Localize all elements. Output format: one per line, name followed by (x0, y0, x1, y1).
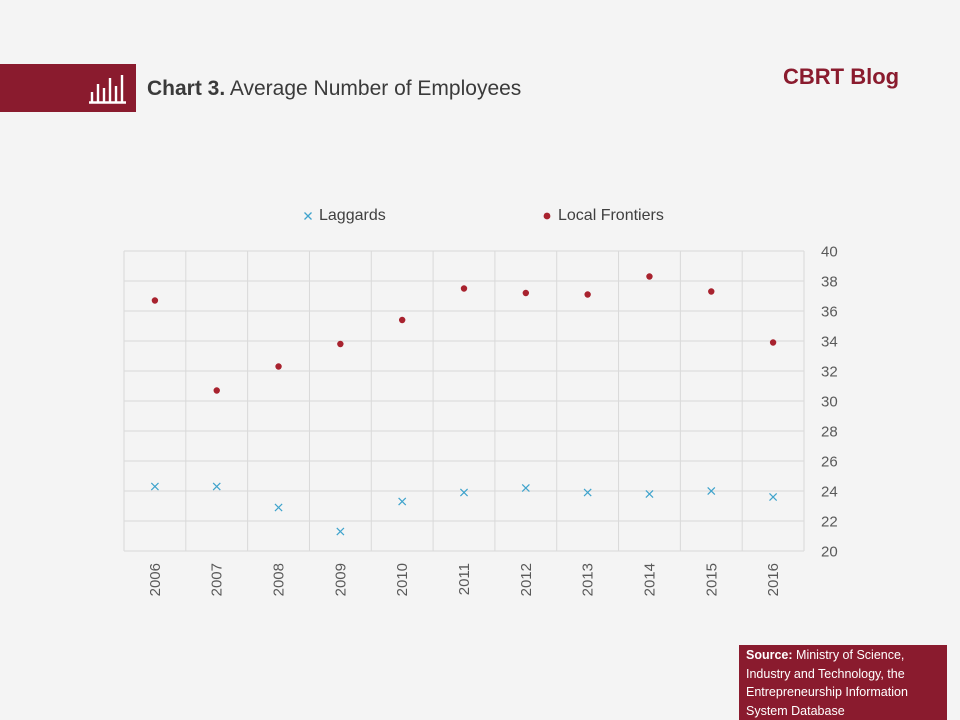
source-label: Source: (746, 648, 793, 662)
chart-legend: Laggards Local Frontiers (0, 207, 960, 229)
brand-logo-text: CBRT Blog (783, 64, 900, 89)
x-tick-label: 2014 (641, 563, 658, 596)
x-tick-label: 2015 (703, 563, 720, 596)
laggards-point (274, 503, 283, 512)
laggards-point (707, 486, 716, 496)
laggards-point (521, 483, 530, 493)
local-frontiers-point (213, 387, 220, 394)
laggards-point (583, 488, 592, 497)
x-tick-label: 2011 (456, 563, 473, 595)
laggards-point (150, 482, 159, 491)
x-tick-label: 2007 (209, 563, 226, 596)
x-tick-label: 2010 (394, 563, 411, 596)
title-prefix: Chart 3. (147, 77, 226, 100)
local-frontiers-point (398, 316, 406, 324)
scatter-chart: 20 22 24 26 28 30 32 34 36 38 40 2006 2007 2008 2009 20… (123, 244, 838, 596)
legend-label-laggards: Laggards (319, 207, 386, 224)
x-tick-label: 2012 (518, 563, 535, 596)
dot-marker-icon (543, 212, 551, 220)
y-tick-label: 20 (821, 544, 838, 561)
local-frontiers-point (584, 291, 591, 298)
x-tick-label: 2013 (580, 563, 597, 596)
y-tick-label: 32 (821, 364, 838, 381)
y-tick-label: 28 (821, 424, 838, 441)
x-tick-label: 2016 (765, 563, 782, 596)
x-tick-label: 2009 (332, 563, 349, 596)
local-frontiers-point (151, 297, 159, 304)
y-tick-label: 40 (821, 244, 838, 261)
legend-item-local-frontiers: Local Frontiers (542, 207, 664, 225)
laggards-point (212, 482, 221, 491)
legend-label-local-frontiers: Local Frontiers (558, 207, 664, 224)
local-frontiers-point (460, 285, 468, 292)
y-tick-label: 26 (821, 454, 838, 471)
laggards-point (398, 497, 407, 506)
page-title: Chart 3. Average Number of Employees (147, 77, 521, 101)
y-tick-label: 22 (821, 514, 838, 531)
header-band (0, 64, 136, 112)
laggards-point (336, 527, 345, 536)
local-frontiers-point (769, 339, 777, 346)
legend-item-laggards: Laggards (303, 207, 386, 225)
source-text: Ministry of Science, Industry and Techno… (746, 648, 908, 718)
local-frontiers-point (522, 289, 530, 297)
laggards-point (645, 489, 654, 499)
source-box: Source: Ministry of Science, Industry an… (739, 645, 947, 720)
y-tick-label: 34 (821, 334, 838, 351)
laggards-point (459, 488, 469, 497)
bar-chart-icon (89, 75, 126, 104)
y-tick-label: 38 (821, 274, 838, 291)
local-frontiers-point (337, 340, 344, 348)
y-tick-label: 36 (821, 304, 838, 321)
y-tick-label: 30 (821, 394, 838, 411)
laggards-point (769, 492, 778, 502)
title-text: Average Number of Employees (229, 77, 522, 100)
local-frontiers-point (708, 288, 715, 295)
y-tick-label: 24 (821, 484, 838, 501)
x-tick-label: 2006 (147, 563, 164, 596)
x-tick-label: 2008 (271, 563, 288, 596)
local-frontiers-point (646, 273, 653, 280)
local-frontiers-point (275, 363, 282, 370)
x-marker-icon (304, 212, 312, 220)
